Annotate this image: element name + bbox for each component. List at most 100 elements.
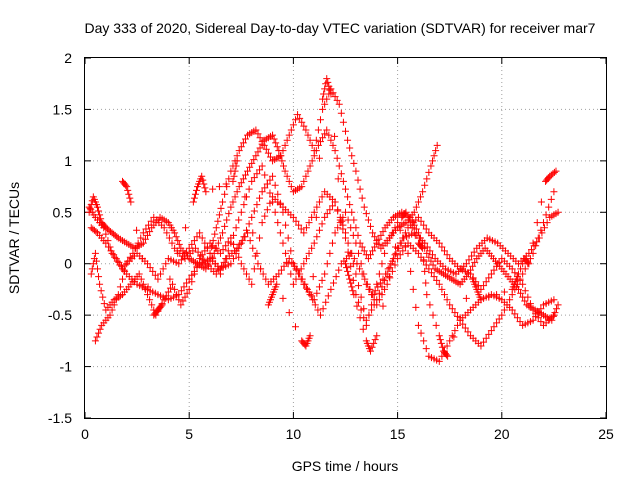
data-point bbox=[206, 249, 214, 257]
data-point bbox=[248, 213, 256, 221]
data-point-interp bbox=[527, 246, 535, 254]
data-point-interp bbox=[241, 135, 249, 143]
data-point bbox=[171, 229, 179, 237]
data-point-interp bbox=[261, 184, 269, 192]
data-point-interp bbox=[469, 274, 477, 282]
data-point-interp bbox=[407, 267, 415, 275]
data-point-interp bbox=[138, 255, 146, 263]
data-point bbox=[237, 260, 245, 268]
data-point-interp bbox=[300, 177, 308, 185]
data-point-interp bbox=[259, 270, 267, 278]
data-point-interp bbox=[334, 175, 342, 183]
data-point bbox=[414, 321, 422, 329]
data-point-interp bbox=[388, 267, 396, 275]
data-point-interp bbox=[373, 237, 381, 245]
data-point bbox=[348, 208, 356, 216]
data-point-interp bbox=[188, 271, 196, 279]
data-point-interp bbox=[279, 147, 287, 155]
data-point bbox=[144, 260, 152, 268]
data-point-interp bbox=[384, 265, 392, 273]
data-point-interp bbox=[313, 289, 321, 297]
data-point-interp bbox=[381, 249, 389, 257]
data-point-interp bbox=[432, 321, 440, 329]
data-point bbox=[373, 332, 381, 340]
data-point bbox=[96, 280, 104, 288]
data-point-interp bbox=[436, 336, 444, 344]
data-point-interp bbox=[538, 229, 546, 237]
data-point-interp bbox=[395, 244, 403, 252]
data-point bbox=[294, 111, 302, 119]
data-point-interp bbox=[471, 258, 479, 266]
data-point bbox=[212, 270, 220, 278]
data-point bbox=[235, 183, 243, 191]
x-axis-label: GPS time / hours bbox=[292, 458, 399, 474]
data-point-interp bbox=[180, 283, 188, 291]
data-point-interp bbox=[325, 82, 333, 90]
data-point-interp bbox=[329, 141, 337, 149]
data-point-interp bbox=[146, 228, 154, 236]
data-point bbox=[87, 270, 95, 278]
data-point-interp bbox=[379, 302, 387, 310]
data-point bbox=[529, 316, 537, 324]
data-point-interp bbox=[409, 285, 417, 293]
data-point bbox=[446, 337, 454, 345]
data-point-interp bbox=[521, 287, 529, 295]
data-point-interp bbox=[318, 193, 326, 201]
data-point-interp bbox=[514, 270, 522, 278]
data-point-interp bbox=[422, 225, 430, 233]
data-point-interp bbox=[201, 239, 209, 247]
data-point-interp bbox=[300, 122, 308, 130]
data-point-interp bbox=[346, 144, 354, 152]
data-point-interp bbox=[427, 269, 435, 277]
data-point-interp bbox=[443, 342, 451, 350]
data-point bbox=[529, 306, 537, 314]
data-point-interp bbox=[451, 309, 459, 317]
data-point bbox=[269, 172, 277, 180]
data-point bbox=[91, 249, 99, 257]
data-point-interp bbox=[298, 275, 306, 283]
data-point bbox=[191, 244, 199, 252]
data-point-interp bbox=[360, 247, 368, 255]
data-point-interp bbox=[448, 332, 456, 340]
data-point-interp bbox=[235, 216, 243, 224]
data-point-interp bbox=[266, 176, 274, 184]
y-axis-label: SDTVAR / TECUs bbox=[6, 182, 22, 294]
data-point-interp bbox=[429, 261, 437, 269]
y-tick-label: 1 bbox=[64, 153, 72, 169]
data-point-interp bbox=[241, 233, 249, 241]
x-tick-label: 0 bbox=[81, 426, 89, 442]
data-point bbox=[260, 141, 268, 149]
data-point-interp bbox=[308, 157, 316, 165]
data-point bbox=[435, 239, 443, 247]
data-point-interp bbox=[284, 234, 292, 242]
data-point-interp bbox=[425, 168, 433, 176]
series-track-e bbox=[206, 85, 441, 257]
data-point bbox=[289, 213, 297, 221]
data-point-interp bbox=[279, 294, 287, 302]
data-point bbox=[106, 311, 114, 319]
data-point bbox=[185, 244, 193, 252]
data-point bbox=[327, 285, 335, 293]
data-point bbox=[202, 188, 210, 196]
data-point-interp bbox=[319, 305, 327, 313]
data-point-interp bbox=[99, 293, 107, 301]
data-point-interp bbox=[350, 255, 358, 263]
data-point-interp bbox=[334, 206, 342, 214]
data-point bbox=[419, 244, 427, 252]
data-point bbox=[321, 270, 329, 278]
data-point-interp bbox=[357, 293, 365, 301]
data-point-interp bbox=[126, 253, 134, 261]
data-point-interp bbox=[289, 121, 297, 129]
data-point-interp bbox=[200, 180, 208, 188]
data-point-interp bbox=[302, 172, 310, 180]
data-point-interp bbox=[297, 225, 305, 233]
data-point-interp bbox=[298, 118, 306, 126]
data-point-interp bbox=[420, 221, 428, 229]
data-point bbox=[248, 280, 256, 288]
data-point-interp bbox=[225, 210, 233, 218]
data-point-interp bbox=[175, 240, 183, 248]
data-point bbox=[498, 311, 506, 319]
data-point-interp bbox=[426, 301, 434, 309]
data-point-interp bbox=[397, 239, 405, 247]
data-point-interp bbox=[346, 201, 354, 209]
